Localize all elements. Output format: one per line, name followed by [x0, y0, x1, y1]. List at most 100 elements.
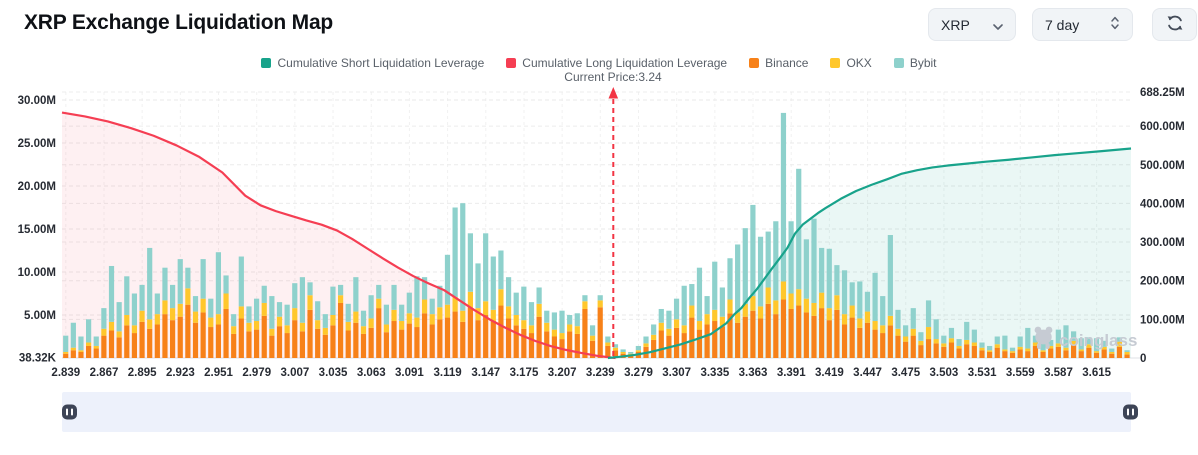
x-axis-labels: 2.839 2.867 2.895 2.923 2.951 2.979 3.007 3.035… — [51, 367, 1111, 379]
y-axis-right-label: 600.00M — [1140, 121, 1185, 133]
bar-segment-binance — [276, 326, 283, 358]
bar-segment-binance — [910, 335, 916, 358]
legend-item-label: Bybit — [909, 56, 937, 70]
short-liquidation-area — [607, 148, 1131, 358]
bar-segment-binance — [826, 320, 832, 358]
x-axis-label: 3.391 — [777, 367, 806, 379]
bar-segment-binance — [933, 343, 939, 358]
period-select[interactable]: 7 day — [1032, 8, 1133, 41]
bar-segment-binance — [887, 325, 893, 358]
chart-legend: Cumulative Short Liquidation Leverage Cum… — [0, 56, 1198, 70]
bar-segment-okx — [1009, 351, 1016, 353]
bar-segment-binance — [360, 333, 367, 358]
bar-segment-binance — [589, 340, 596, 358]
bar-segment-bybit — [124, 276, 130, 315]
bar-segment-binance — [1002, 351, 1008, 358]
x-axis-label: 3.147 — [471, 367, 500, 379]
legend-item-bybit[interactable]: Bybit — [893, 56, 937, 70]
bar-segment-binance — [872, 329, 878, 358]
bar-segment-bybit — [727, 258, 733, 300]
bar-segment-bybit — [192, 296, 199, 312]
bar-segment-binance — [1086, 347, 1092, 358]
bar-segment-bybit — [971, 329, 977, 343]
bar-segment-okx — [101, 328, 107, 336]
bar-segment-binance — [987, 351, 993, 358]
bar-segment-binance — [895, 335, 901, 358]
bar-segment-binance — [86, 345, 92, 358]
bar-segment-okx — [933, 339, 939, 344]
coin-select[interactable]: XRP — [928, 8, 1016, 41]
bar-segment-bybit — [170, 284, 176, 309]
bar-segment-bybit — [742, 228, 748, 304]
bar-segment-binance — [70, 350, 76, 358]
bar-segment-binance — [322, 334, 328, 358]
bar-segment-okx — [223, 293, 229, 309]
bar-segment-binance — [948, 342, 955, 358]
bar-segment-binance — [574, 333, 580, 358]
bar-segment-bybit — [933, 319, 939, 340]
bar-segment-bybit — [513, 292, 519, 315]
bar-segment-okx — [712, 309, 718, 322]
bar-segment-bybit — [437, 285, 443, 308]
x-axis-label: 2.839 — [51, 367, 80, 379]
x-axis-label: 3.447 — [853, 367, 882, 379]
bar-segment-bybit — [841, 270, 848, 315]
bar-segment-bybit — [116, 302, 122, 332]
bar-segment-bybit — [635, 345, 641, 351]
range-slider-handle-right[interactable] — [1123, 404, 1138, 420]
bar-segment-okx — [903, 336, 909, 342]
legend-item-binance[interactable]: Binance — [749, 56, 808, 70]
legend-item-label: Cumulative Long Liquidation Leverage — [522, 56, 728, 70]
bar-segment-binance — [681, 333, 687, 358]
bar-segment-bybit — [803, 239, 809, 299]
bar-segment-okx — [582, 301, 588, 309]
bar-segment-okx — [651, 334, 657, 340]
legend-item-cumulative-long-liquidation-leverage[interactable]: Cumulative Long Liquidation Leverage — [506, 56, 727, 70]
range-slider-handle-left[interactable] — [62, 404, 77, 420]
watermark-text: coinglass — [1059, 331, 1137, 350]
bar-segment-okx — [1032, 342, 1039, 346]
bar-segment-okx — [987, 350, 993, 352]
bar-segment-binance — [773, 314, 779, 358]
bar-segment-bybit — [223, 275, 229, 294]
bar-segment-okx — [284, 325, 290, 334]
bar-segment-bybit — [246, 306, 252, 323]
period-select-value: 7 day — [1045, 16, 1080, 33]
legend-item-cumulative-short-liquidation-leverage[interactable]: Cumulative Short Liquidation Leverage — [261, 56, 484, 70]
legend-item-okx[interactable]: OKX — [830, 56, 872, 70]
bar-segment-bybit — [284, 304, 290, 326]
bar-segment-okx — [170, 308, 176, 321]
refresh-button[interactable] — [1152, 8, 1197, 41]
bar-segment-bybit — [376, 284, 382, 299]
bar-segment-bybit — [910, 308, 916, 329]
bar-segment-bybit — [880, 296, 886, 326]
bar-segment-bybit — [567, 315, 573, 325]
bar-segment-okx — [994, 344, 1000, 348]
bar-segment-binance — [78, 351, 84, 358]
bar-segment-bybit — [903, 325, 909, 337]
bar-segment-okx — [742, 303, 748, 317]
bar-segment-binance — [63, 353, 69, 358]
bar-segment-okx — [353, 311, 359, 323]
bar-segment-okx — [345, 321, 351, 331]
bar-segment-binance — [849, 317, 855, 358]
bar-segment-bybit — [276, 302, 283, 317]
bar-segment-okx — [956, 345, 962, 349]
bar-segment-okx — [200, 298, 206, 313]
bar-segment-binance — [215, 324, 222, 358]
bar-segment-binance — [475, 320, 481, 358]
bar-segment-binance — [391, 321, 397, 358]
bar-segment-okx — [253, 321, 260, 330]
bar-segment-binance — [803, 312, 809, 358]
bar-segment-okx — [116, 331, 122, 338]
range-slider-track[interactable] — [62, 392, 1138, 432]
bar-segment-bybit — [819, 247, 825, 293]
bar-segment-binance — [696, 329, 703, 358]
bar-segment-okx — [536, 303, 542, 317]
bar-segment-okx — [444, 304, 451, 318]
bar-segment-bybit — [460, 203, 466, 311]
bar-segment-binance — [307, 309, 313, 358]
y-axis-right-label: 100.00M — [1140, 314, 1185, 326]
bar-segment-bybit — [421, 277, 428, 300]
